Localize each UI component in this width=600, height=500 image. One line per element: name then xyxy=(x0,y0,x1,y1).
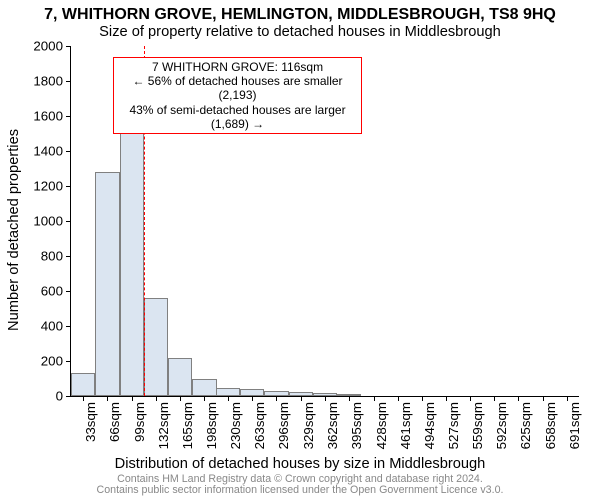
ytick-label: 0 xyxy=(56,389,63,404)
xtick-mark xyxy=(228,396,229,401)
xtick-mark xyxy=(543,396,544,401)
xtick-label: 230sqm xyxy=(228,402,243,449)
xtick-mark xyxy=(494,396,495,401)
histogram-bar xyxy=(337,394,361,396)
xtick-mark xyxy=(567,396,568,401)
xtick-label: 461sqm xyxy=(398,402,413,449)
annotation-box: 7 WHITHORN GROVE: 116sqm← 56% of detache… xyxy=(113,57,363,135)
xtick-mark xyxy=(325,396,326,401)
ytick-mark xyxy=(66,256,71,257)
ytick-label: 1800 xyxy=(33,74,63,89)
xtick-mark xyxy=(180,396,181,401)
xtick-label: 691sqm xyxy=(567,402,582,449)
histogram-bar xyxy=(216,388,240,396)
annotation-line1: 7 WHITHORN GROVE: 116sqm xyxy=(118,60,358,74)
xtick-mark xyxy=(446,396,447,401)
ytick-mark xyxy=(66,46,71,47)
histogram-bar xyxy=(289,392,313,396)
histogram-bar xyxy=(95,172,119,396)
xtick-mark xyxy=(518,396,519,401)
xtick-mark xyxy=(470,396,471,401)
xtick-label: 592sqm xyxy=(494,402,509,449)
xtick-label: 428sqm xyxy=(374,402,389,449)
xtick-mark xyxy=(374,396,375,401)
ytick-label: 200 xyxy=(41,354,63,369)
xtick-label: 329sqm xyxy=(301,402,316,449)
xtick-mark xyxy=(132,396,133,401)
xtick-mark xyxy=(349,396,350,401)
xtick-label: 198sqm xyxy=(204,402,219,449)
histogram-bar xyxy=(264,391,288,396)
xtick-label: 658sqm xyxy=(543,402,558,449)
chart-title-line2: Size of property relative to detached ho… xyxy=(0,24,600,40)
xtick-mark xyxy=(107,396,108,401)
xtick-label: 296sqm xyxy=(276,402,291,449)
xtick-mark xyxy=(398,396,399,401)
histogram-bar xyxy=(71,373,95,396)
ytick-mark xyxy=(66,396,71,397)
xtick-label: 362sqm xyxy=(325,402,340,449)
ytick-label: 1200 xyxy=(33,179,63,194)
xtick-label: 263sqm xyxy=(252,402,267,449)
ytick-mark xyxy=(66,326,71,327)
xtick-mark xyxy=(156,396,157,401)
ytick-mark xyxy=(66,81,71,82)
chart-title-line1: 7, WHITHORN GROVE, HEMLINGTON, MIDDLESBR… xyxy=(0,6,600,24)
xtick-mark xyxy=(204,396,205,401)
ytick-label: 600 xyxy=(41,284,63,299)
xtick-mark xyxy=(276,396,277,401)
ytick-label: 1400 xyxy=(33,144,63,159)
x-axis-label: Distribution of detached houses by size … xyxy=(0,456,600,472)
annotation-line3: 43% of semi-detached houses are larger (… xyxy=(118,103,358,132)
footer-attribution: Contains HM Land Registry data © Crown c… xyxy=(0,474,600,496)
histogram-bar xyxy=(168,358,192,396)
ytick-label: 400 xyxy=(41,319,63,334)
ytick-label: 1600 xyxy=(33,109,63,124)
plot-area: 020040060080010001200140016001800200033s… xyxy=(70,46,579,397)
histogram-bar xyxy=(144,298,168,396)
xtick-label: 625sqm xyxy=(518,402,533,449)
xtick-label: 132sqm xyxy=(156,402,171,449)
histogram-bar xyxy=(313,393,337,396)
xtick-label: 165sqm xyxy=(180,402,195,449)
annotation-line2: ← 56% of detached houses are smaller (2,… xyxy=(118,74,358,103)
xtick-mark xyxy=(301,396,302,401)
xtick-label: 494sqm xyxy=(422,402,437,449)
ytick-label: 800 xyxy=(41,249,63,264)
histogram-bar xyxy=(192,379,216,397)
xtick-mark xyxy=(422,396,423,401)
histogram-bar xyxy=(120,123,144,396)
xtick-mark xyxy=(83,396,84,401)
xtick-label: 66sqm xyxy=(107,402,122,442)
ytick-label: 1000 xyxy=(33,214,63,229)
footer-line2: Contains public sector information licen… xyxy=(0,485,600,496)
xtick-mark xyxy=(252,396,253,401)
xtick-label: 559sqm xyxy=(470,402,485,449)
ytick-mark xyxy=(66,291,71,292)
y-axis-label: Number of detached properties xyxy=(6,129,22,331)
ytick-mark xyxy=(66,221,71,222)
ytick-label: 2000 xyxy=(33,39,63,54)
ytick-mark xyxy=(66,186,71,187)
ytick-mark xyxy=(66,116,71,117)
histogram-bar xyxy=(240,389,264,396)
xtick-label: 395sqm xyxy=(349,402,364,449)
xtick-label: 33sqm xyxy=(83,402,98,442)
ytick-mark xyxy=(66,361,71,362)
ytick-mark xyxy=(66,151,71,152)
xtick-label: 527sqm xyxy=(446,402,461,449)
xtick-label: 99sqm xyxy=(132,402,147,442)
